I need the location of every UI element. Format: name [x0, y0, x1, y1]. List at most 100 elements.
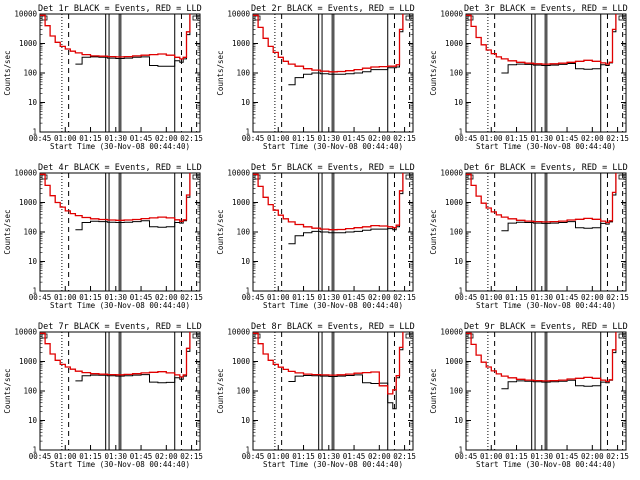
panel-title: Det 5r BLACK = Events, RED = LLD: [251, 163, 415, 173]
plot-frame: [465, 172, 627, 292]
x-tick-label: 02:00: [581, 452, 604, 461]
y-tick-label: 100: [236, 228, 250, 237]
x-axis-label: Start Time (30-Nov-08 00:44:40): [476, 301, 616, 310]
y-tick-label: 10000: [14, 328, 37, 337]
series-lld-line: [466, 173, 617, 224]
panel-det-7: Det 7r BLACK = Events, RED = LLD 1 10 100 10…: [3, 322, 203, 469]
x-tick-label: 02:15: [393, 293, 416, 302]
x-tick-label: 01:30: [531, 452, 554, 461]
y-tick-label: 10: [454, 416, 464, 425]
x-tick-label: 01:00: [267, 134, 290, 143]
panel-det-4: Det 4r BLACK = Events, RED = LLD 1 10 100 10…: [3, 163, 203, 310]
y-tick-label: 10: [241, 98, 251, 107]
y-axis-label: Counts/sec: [216, 50, 225, 95]
series-events-line: [288, 173, 404, 245]
y-tick-label: 1: [245, 287, 250, 296]
plot-frame: [39, 172, 201, 292]
y-tick-label: 1000: [232, 39, 251, 48]
plot-frame: [39, 331, 201, 451]
x-tick-label: 02:15: [606, 134, 629, 143]
x-tick-label: 01:15: [292, 293, 315, 302]
x-tick-label: 01:45: [130, 452, 153, 461]
y-tick-label: 1000: [445, 357, 464, 366]
y-tick-label: 10000: [440, 10, 463, 19]
x-tick-label: 01:00: [267, 452, 290, 461]
panel-title: Det 6r BLACK = Events, RED = LLD: [464, 163, 628, 173]
y-tick-label: 1: [32, 287, 37, 296]
x-axis-label: Start Time (30-Nov-08 00:44:40): [50, 301, 190, 310]
x-axis-label: Start Time (30-Nov-08 00:44:40): [263, 460, 403, 469]
panel-title: Det 7r BLACK = Events, RED = LLD: [38, 322, 202, 332]
corner-box-right: [618, 333, 625, 339]
x-axis-label: Start Time (30-Nov-08 00:44:40): [476, 460, 616, 469]
y-axis-label: Counts/sec: [429, 50, 438, 95]
y-tick-label: 1000: [19, 39, 38, 48]
x-tick-label: 02:15: [393, 452, 416, 461]
x-tick-label: 01:00: [54, 134, 77, 143]
x-tick-label: 02:00: [155, 293, 178, 302]
series-events-line: [288, 332, 404, 410]
y-tick-label: 10: [241, 257, 251, 266]
x-tick-label: 01:30: [531, 293, 554, 302]
x-tick-label: 01:45: [343, 452, 366, 461]
y-tick-label: 100: [236, 69, 250, 78]
panel-title: Det 4r BLACK = Events, RED = LLD: [38, 163, 202, 173]
x-tick-label: 00:45: [455, 452, 478, 461]
x-tick-label: 01:30: [105, 452, 128, 461]
corner-box-right: [405, 333, 412, 339]
y-tick-label: 10000: [440, 169, 463, 178]
y-axis-label: Counts/sec: [3, 50, 12, 95]
x-axis-label: Start Time (30-Nov-08 00:44:40): [50, 460, 190, 469]
y-tick-label: 1: [458, 287, 463, 296]
panel-title: Det 8r BLACK = Events, RED = LLD: [251, 322, 415, 332]
y-tick-label: 10: [241, 416, 251, 425]
x-tick-label: 01:30: [531, 134, 554, 143]
x-tick-label: 01:00: [480, 134, 503, 143]
x-tick-label: 01:15: [79, 134, 102, 143]
x-tick-label: 01:00: [480, 452, 503, 461]
y-tick-label: 10000: [227, 328, 250, 337]
x-tick-label: 01:30: [318, 134, 341, 143]
x-tick-label: 01:45: [343, 134, 366, 143]
plot-frame: [39, 13, 201, 133]
y-tick-label: 1000: [19, 357, 38, 366]
y-tick-label: 1: [32, 128, 37, 137]
x-tick-label: 02:00: [368, 134, 391, 143]
x-tick-label: 01:00: [480, 293, 503, 302]
x-tick-label: 02:00: [368, 452, 391, 461]
x-tick-label: 00:45: [242, 452, 265, 461]
x-axis-label: Start Time (30-Nov-08 00:44:40): [263, 142, 403, 151]
series-lld-line: [253, 14, 404, 73]
series-events-line: [75, 332, 191, 384]
x-tick-label: 01:45: [556, 293, 579, 302]
x-tick-label: 00:45: [242, 293, 265, 302]
y-tick-label: 1000: [445, 39, 464, 48]
y-tick-label: 1000: [445, 198, 464, 207]
y-tick-label: 1000: [232, 357, 251, 366]
y-tick-label: 1: [245, 446, 250, 455]
y-tick-label: 10: [28, 98, 38, 107]
x-tick-label: 00:45: [29, 134, 52, 143]
series-events-line: [288, 14, 404, 86]
x-tick-label: 01:15: [79, 293, 102, 302]
x-tick-label: 01:15: [292, 134, 315, 143]
y-tick-label: 100: [23, 228, 37, 237]
x-axis-label: Start Time (30-Nov-08 00:44:40): [263, 301, 403, 310]
x-axis-label: Start Time (30-Nov-08 00:44:40): [50, 142, 190, 151]
corner-box-right: [192, 174, 199, 180]
x-tick-label: 02:00: [368, 293, 391, 302]
y-tick-label: 10000: [14, 10, 37, 19]
x-tick-label: 02:00: [581, 134, 604, 143]
panel-title: Det 2r BLACK = Events, RED = LLD: [251, 4, 415, 14]
x-tick-label: 02:00: [581, 293, 604, 302]
corner-box-right: [405, 174, 412, 180]
series-lld-line: [466, 14, 617, 65]
series-lld-line: [40, 173, 191, 222]
panel-det-3: Det 3r BLACK = Events, RED = LLD 1 10 100 10…: [429, 4, 629, 151]
x-tick-label: 02:00: [155, 452, 178, 461]
x-tick-label: 01:30: [105, 134, 128, 143]
y-tick-label: 1: [458, 446, 463, 455]
series-lld-line: [40, 14, 191, 60]
x-tick-label: 02:15: [180, 293, 203, 302]
